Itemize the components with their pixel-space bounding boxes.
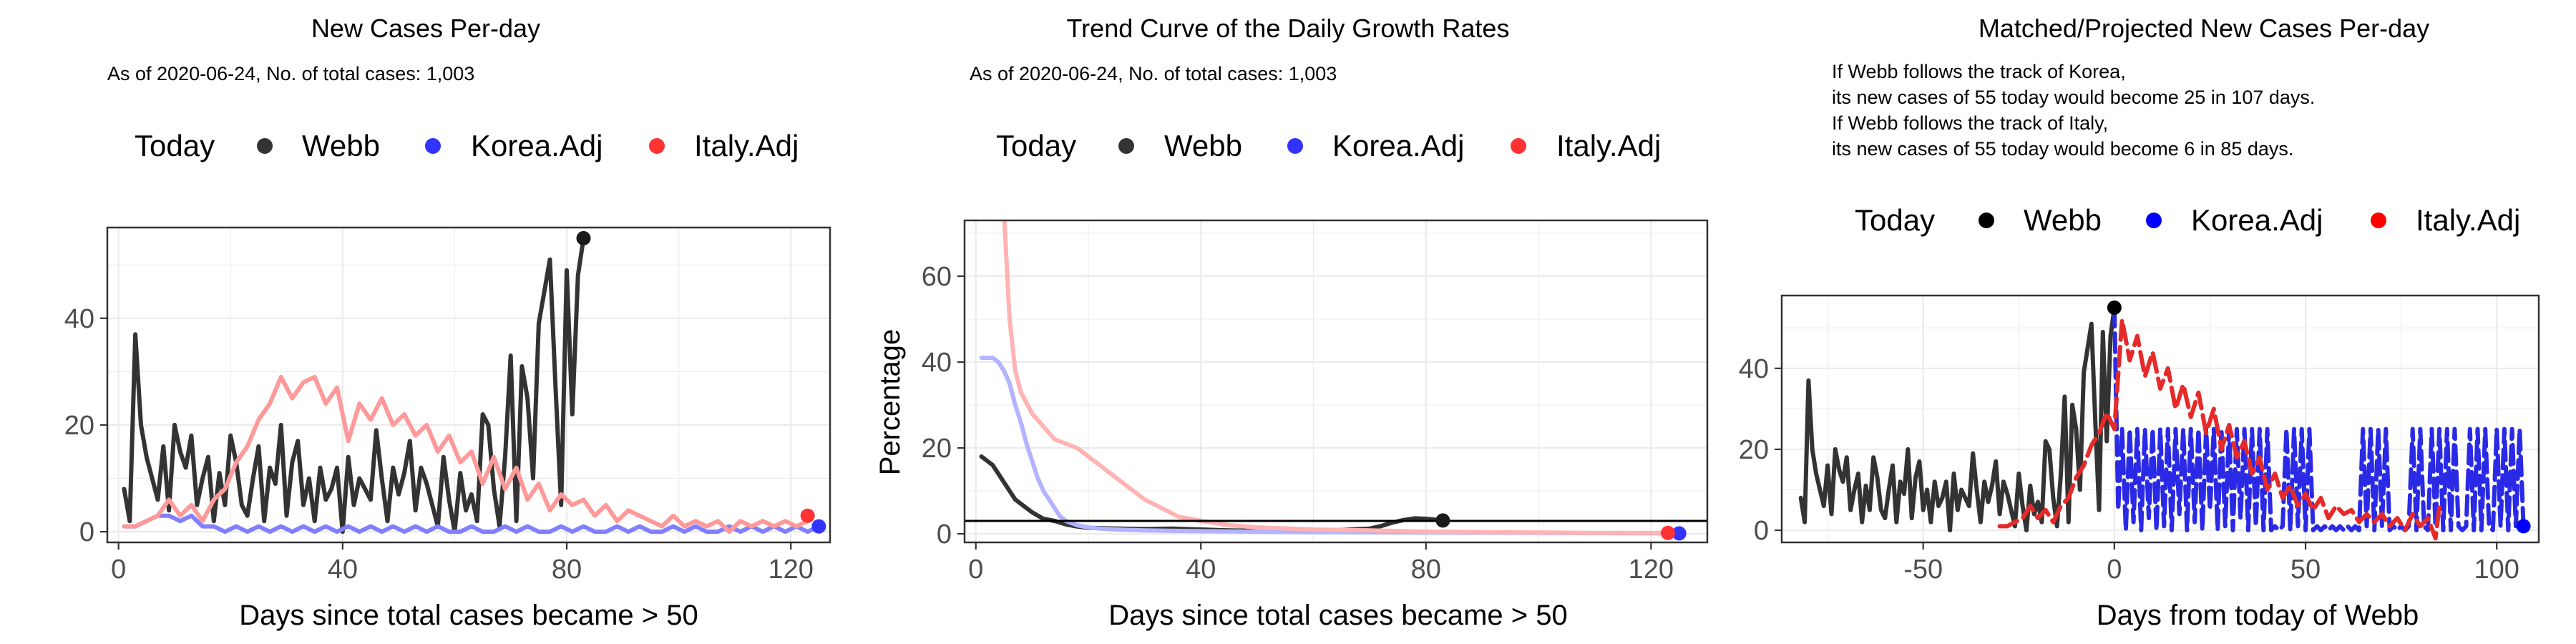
y-tick-label: 0 — [937, 519, 952, 550]
chart3-legend: Today Webb Korea.Adj Italy.Adj — [1855, 203, 2520, 237]
chart1-title: New Cases Per-day — [311, 14, 540, 43]
panel-border — [1780, 294, 2540, 544]
y-tick-label: 0 — [79, 517, 94, 547]
chart2-x-axis-label: Days since total cases became > 50 — [1108, 600, 1567, 631]
y-tick-label: 40 — [64, 304, 94, 334]
x-tick-label: 40 — [328, 555, 358, 585]
chart3-subtitle-line: If Webb follows the track of Korea, — [1832, 61, 2126, 82]
legend-title: Today — [1855, 203, 1935, 237]
chart1-subtitle: As of 2020-06-24, No. of total cases: 1,… — [107, 63, 474, 84]
chart3-x-axis-label: Days from today of Webb — [2097, 600, 2419, 631]
series-line-korea-adj — [122, 513, 821, 535]
series-line-webb — [122, 235, 586, 535]
chart2-legend: Today Webb Korea.Adj Italy.Adj — [996, 129, 1661, 162]
chart3-plot-panel: -50 0 50 100 0 20 40 — [1739, 294, 2540, 585]
legend-label-webb: Webb — [302, 129, 380, 162]
x-tick-label: 100 — [2474, 555, 2519, 585]
x-tick-label: -50 — [1903, 555, 1943, 585]
legend-label-italy: Italy.Adj — [1556, 129, 1661, 162]
legend-key-italy — [1511, 138, 1526, 154]
series-line-korea-adj — [979, 356, 1682, 536]
today-point-webb — [2107, 300, 2122, 315]
y-tick-label: 20 — [64, 411, 94, 441]
chart3-subtitle-line: its new cases of 55 today would become 2… — [1832, 87, 2315, 108]
legend-label-italy: Italy.Adj — [694, 129, 799, 162]
chart3-subtitle-line: If Webb follows the track of Italy, — [1832, 112, 2108, 134]
legend-key-korea — [425, 138, 441, 154]
x-tick-label: 120 — [768, 555, 813, 585]
x-tick-label: 0 — [2107, 555, 2122, 585]
y-tick-label: 0 — [1754, 516, 1769, 546]
today-point-italy-adj — [800, 508, 815, 523]
chart1-x-axis-label: Days since total cases became > 50 — [239, 600, 698, 631]
legend-label-webb: Webb — [1164, 129, 1242, 162]
legend-label-korea: Korea.Adj — [1332, 129, 1464, 162]
panel-border — [963, 219, 1709, 544]
x-tick-label: 0 — [968, 555, 983, 585]
y-tick-label: 20 — [1739, 435, 1769, 465]
legend-key-webb — [1979, 213, 1994, 228]
today-point-italy-adj — [1660, 525, 1675, 540]
x-tick-label: 0 — [111, 555, 126, 585]
today-point-webb — [576, 230, 591, 245]
legend-title: Today — [135, 129, 215, 162]
series-line-italy-adj — [1997, 317, 2442, 541]
chart1-plot-panel: 0 40 80 120 0 20 40 — [64, 226, 831, 585]
legend-label-italy: Italy.Adj — [2416, 203, 2520, 237]
today-point-korea-adj — [1672, 526, 1687, 541]
series-line-korea-adj — [2112, 306, 2526, 532]
legend-key-italy — [649, 138, 665, 154]
x-tick-label: 50 — [2290, 555, 2321, 585]
y-tick-label: 20 — [922, 434, 952, 464]
series-line-italy-adj — [122, 374, 810, 535]
chart3-subtitle-line: its new cases of 55 today would become 6… — [1832, 138, 2293, 160]
legend-label-korea: Korea.Adj — [471, 129, 602, 162]
y-tick-label: 40 — [1739, 354, 1769, 384]
y-tick-label: 60 — [922, 262, 952, 292]
today-point-korea-adj — [811, 519, 826, 534]
y-tick-label: 40 — [922, 348, 952, 378]
x-tick-label: 80 — [552, 555, 582, 585]
series-line-italy-adj — [1002, 220, 1670, 535]
chart3-title: Matched/Projected New Cases Per-day — [1979, 14, 2429, 43]
legend-key-webb — [1118, 138, 1134, 154]
legend-key-italy — [2371, 213, 2386, 228]
x-tick-label: 40 — [1186, 555, 1216, 585]
chart1-legend: Today Webb Korea.Adj Italy.Adj — [135, 129, 799, 162]
legend-label-korea: Korea.Adj — [2191, 203, 2323, 237]
chart2-y-axis-label: Percentage — [874, 329, 906, 476]
today-point-korea-adj — [2516, 519, 2531, 534]
x-tick-label: 80 — [1411, 555, 1441, 585]
legend-key-webb — [257, 138, 273, 154]
today-point-webb — [1435, 513, 1450, 528]
chart2-plot-panel: 0 40 80 120 0 20 40 60 — [922, 219, 1709, 585]
x-tick-label: 120 — [1629, 555, 1674, 585]
legend-label-webb: Webb — [2024, 203, 2102, 237]
chart2-title: Trend Curve of the Daily Growth Rates — [1067, 14, 1510, 43]
panel-border — [106, 226, 831, 544]
legend-key-korea — [1287, 138, 1303, 154]
legend-key-korea — [2146, 213, 2162, 228]
legend-title: Today — [996, 129, 1076, 162]
series-line-webb — [1798, 306, 2117, 532]
chart2-subtitle: As of 2020-06-24, No. of total cases: 1,… — [970, 63, 1337, 84]
